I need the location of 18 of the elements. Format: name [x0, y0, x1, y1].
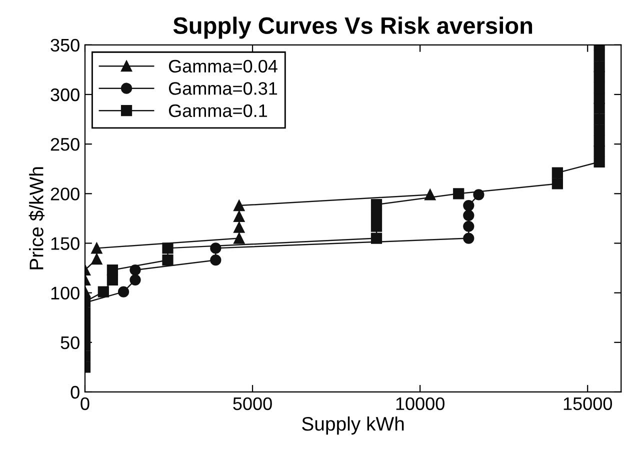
- legend-label: Gamma=0.31: [168, 82, 278, 95]
- x-tick-label: 10000: [396, 397, 444, 410]
- y-tick-label: 200: [50, 188, 80, 200]
- legend-label: Gamma=0.1: [168, 104, 268, 118]
- x-tick-label: 5000: [233, 397, 272, 410]
- x-tick-label: 15000: [564, 397, 612, 410]
- y-tick-label: 150: [51, 237, 80, 250]
- legend-label: Gamma=0.04: [168, 60, 278, 73]
- chart-title: Supply Curves Vs Risk aversion: [173, 16, 532, 39]
- y-axis-title: Price $/kWh: [28, 167, 45, 270]
- y-tick-label: 250: [50, 138, 80, 151]
- x-axis-title: Supply kWh: [302, 416, 404, 435]
- y-tick-label: 350: [50, 38, 80, 52]
- y-tick-label: 100: [51, 286, 80, 300]
- y-tick-label: 300: [50, 88, 80, 102]
- y-tick-label: 0: [70, 386, 80, 399]
- y-tick-label: 50: [60, 336, 80, 350]
- x-tick-label: 0: [80, 397, 90, 410]
